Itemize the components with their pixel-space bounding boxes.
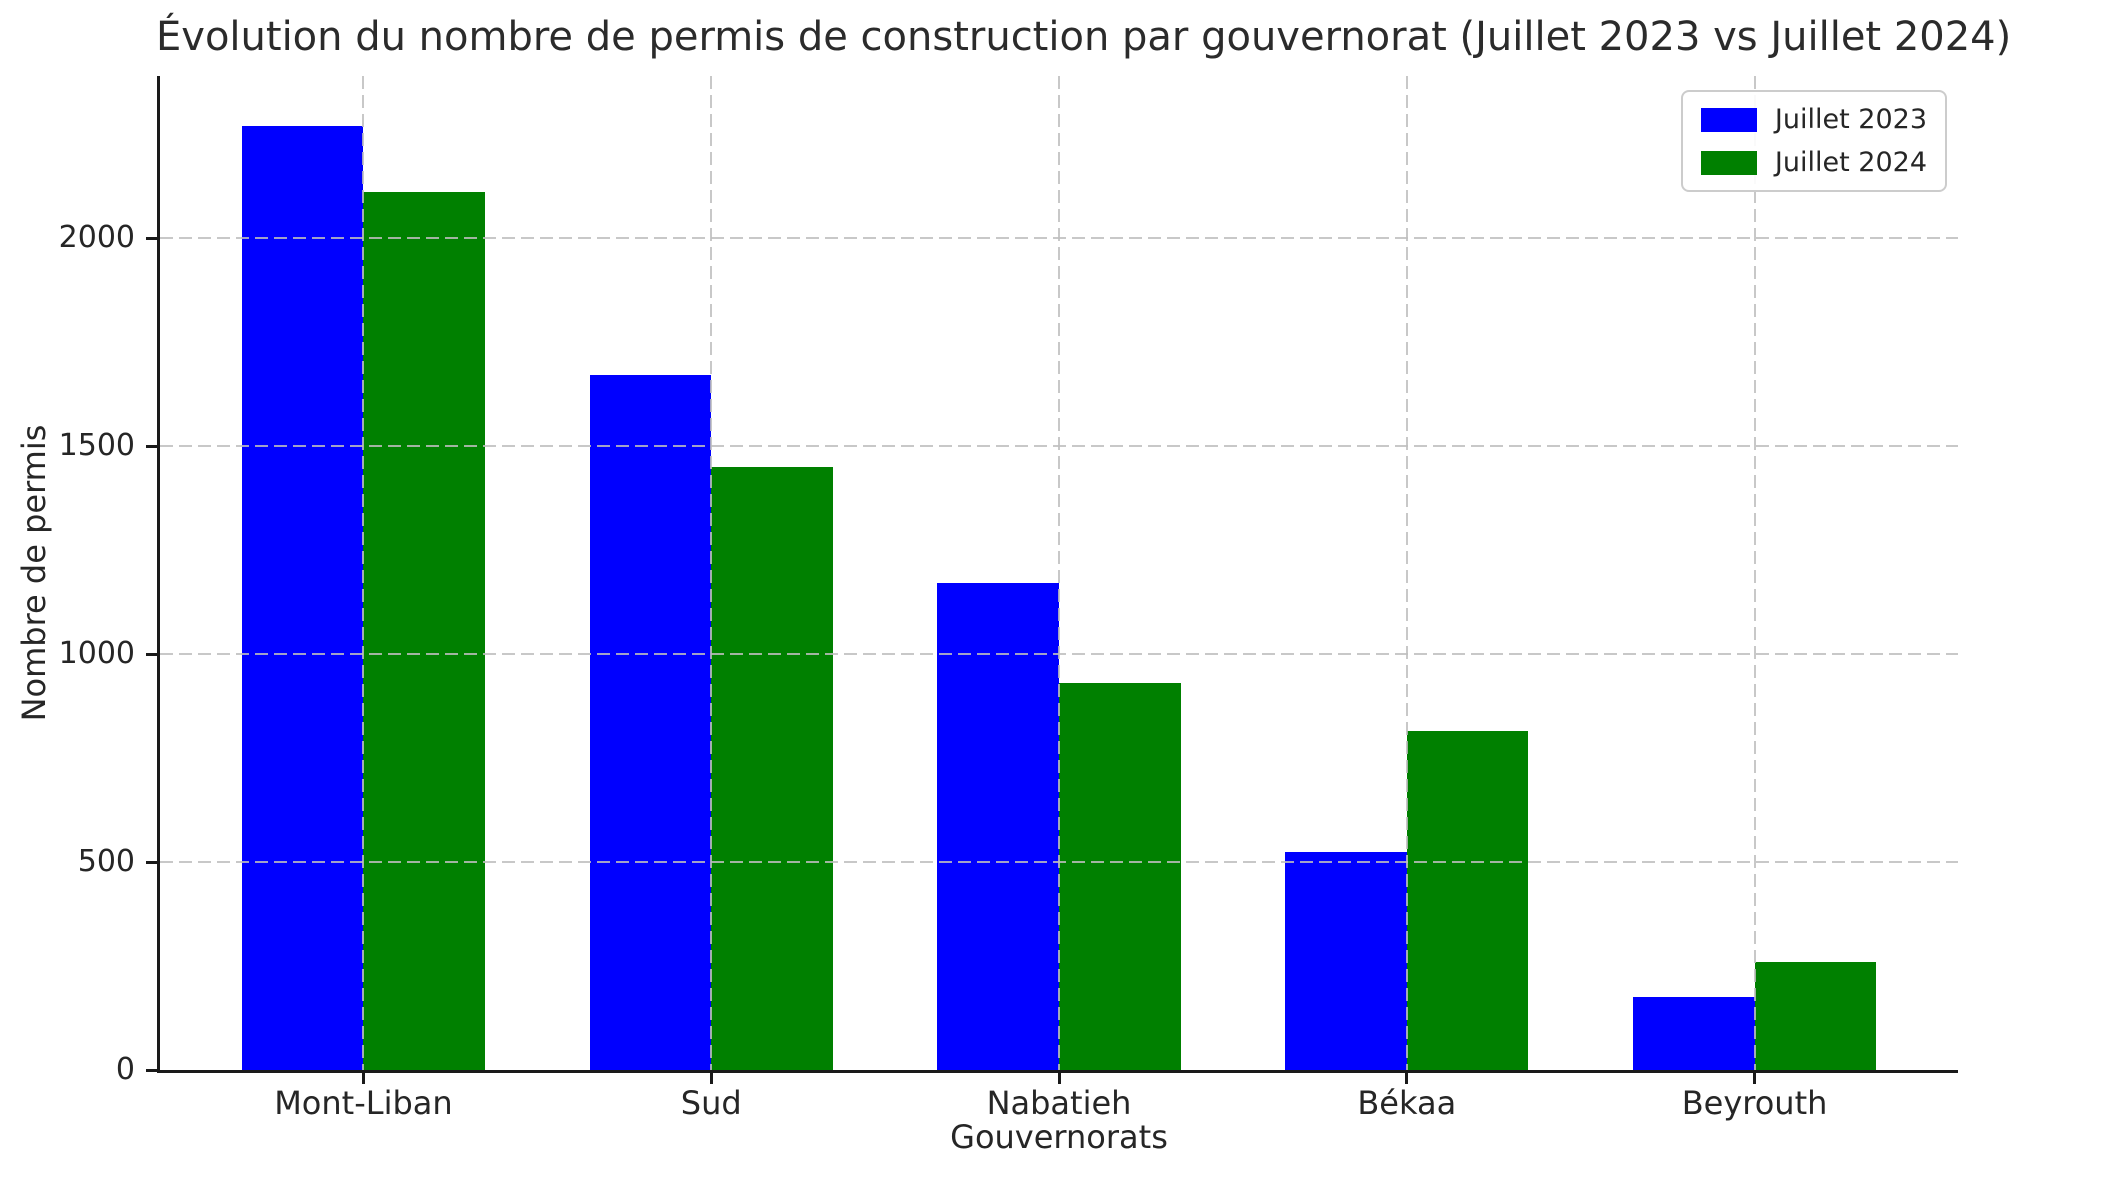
bar-juillet-2023-bekaa bbox=[1285, 851, 1407, 1070]
chart-title: Évolution du nombre de permis de constru… bbox=[156, 14, 2012, 60]
x-tick-mont-liban bbox=[361, 1073, 365, 1084]
y-tick-label-1000: 1000 bbox=[58, 636, 135, 672]
y-tick-1500 bbox=[146, 444, 157, 448]
legend: Juillet 2023 Juillet 2024 bbox=[1680, 90, 1947, 192]
x-tick-label-bekaa: Békaa bbox=[1357, 1084, 1457, 1122]
y-tick-label-2000: 2000 bbox=[58, 220, 135, 256]
y-tick-label-1500: 1500 bbox=[58, 428, 135, 464]
x-tick-bekaa bbox=[1405, 1073, 1409, 1084]
x-tick-label-beyrouth: Beyrouth bbox=[1681, 1084, 1828, 1122]
x-axis-label: Gouvernorats bbox=[950, 1118, 1168, 1156]
legend-swatch-juillet-2023 bbox=[1700, 107, 1757, 132]
bar-juillet-2024-beyrouth bbox=[1754, 961, 1877, 1070]
bar-juillet-2023-mont-liban bbox=[241, 125, 364, 1070]
y-tick-2000 bbox=[146, 236, 157, 240]
x-tick-label-nabatieh: Nabatieh bbox=[986, 1084, 1132, 1122]
x-axis-spine bbox=[157, 1070, 1958, 1073]
legend-label-juillet-2024: Juillet 2024 bbox=[1774, 147, 1927, 178]
y-tick-0 bbox=[146, 1068, 157, 1072]
bar-juillet-2024-sud bbox=[711, 466, 833, 1070]
y-tick-500 bbox=[146, 860, 157, 864]
bar-juillet-2023-nabatieh bbox=[937, 583, 1059, 1070]
x-tick-label-sud: Sud bbox=[680, 1084, 742, 1122]
legend-label-juillet-2023: Juillet 2023 bbox=[1774, 104, 1927, 135]
bar-juillet-2024-bekaa bbox=[1406, 731, 1529, 1070]
y-tick-1000 bbox=[146, 652, 157, 656]
bar-juillet-2023-beyrouth bbox=[1632, 997, 1755, 1070]
y-tick-label-0: 0 bbox=[115, 1052, 135, 1087]
y-axis-spine bbox=[157, 76, 160, 1073]
legend-swatch-juillet-2024 bbox=[1700, 150, 1757, 175]
y-axis-label: Nombre de permis bbox=[15, 424, 53, 722]
plot-area: 0 500 1000 1500 2000 Mont-Liban Sud Nabatieh Bék… bbox=[59, 76, 1958, 1122]
bar-juillet-2024-nabatieh bbox=[1059, 683, 1181, 1070]
gridline-x-beyrouth bbox=[1753, 76, 1756, 1070]
y-tick-label-500: 500 bbox=[77, 844, 135, 880]
x-tick-nabatieh bbox=[1057, 1073, 1061, 1084]
legend-item-juillet-2023: Juillet 2023 bbox=[1700, 104, 1927, 135]
x-tick-sud bbox=[709, 1073, 713, 1084]
x-tick-label-mont-liban: Mont-Liban bbox=[274, 1084, 453, 1122]
x-tick-beyrouth bbox=[1753, 1073, 1757, 1084]
bar-juillet-2023-sud bbox=[589, 375, 712, 1070]
legend-item-juillet-2024: Juillet 2024 bbox=[1700, 147, 1927, 178]
bar-juillet-2024-mont-liban bbox=[363, 192, 486, 1070]
